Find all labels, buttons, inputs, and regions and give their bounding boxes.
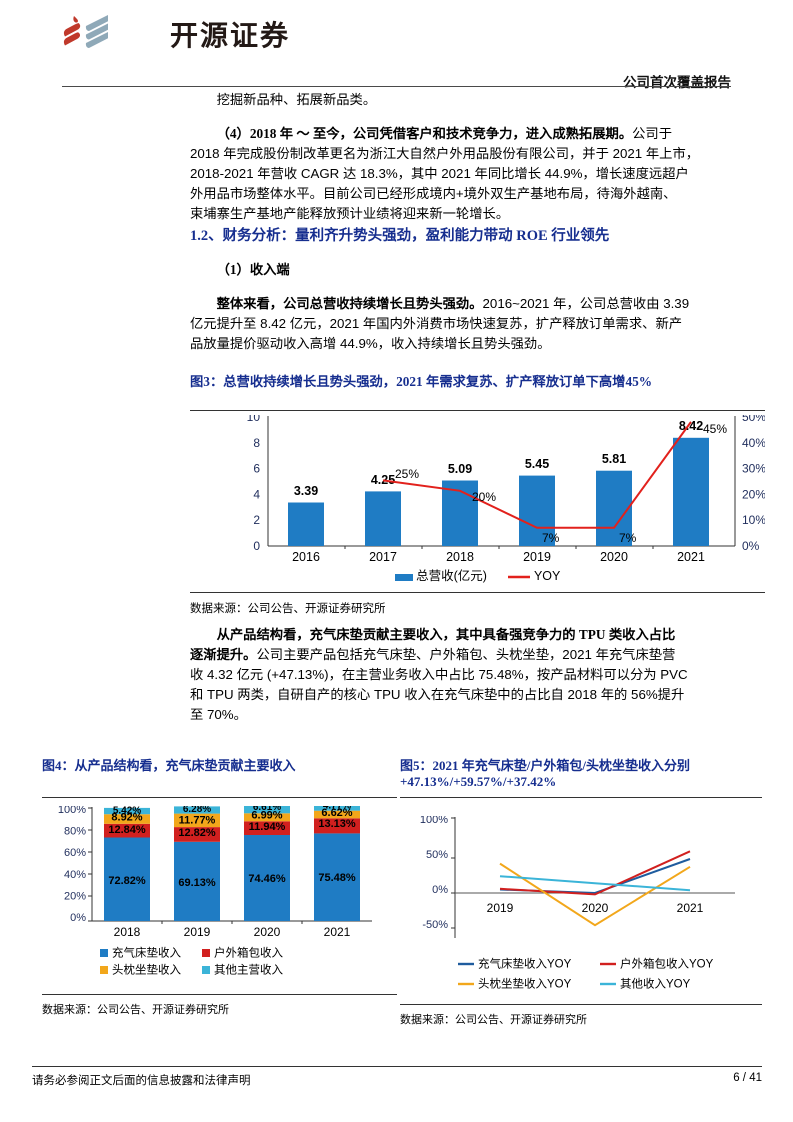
svg-text:2018: 2018 [446, 550, 474, 562]
svg-text:50%: 50% [426, 849, 448, 861]
svg-text:30%: 30% [742, 462, 765, 476]
svg-text:2: 2 [253, 513, 260, 527]
svg-text:2021: 2021 [677, 550, 705, 562]
svg-text:60%: 60% [64, 847, 86, 859]
svg-text:2021: 2021 [677, 901, 704, 915]
svg-text:其他收入YOY: 其他收入YOY [620, 977, 691, 991]
svg-text:8.42: 8.42 [679, 419, 703, 433]
svg-text:0%: 0% [742, 539, 760, 553]
svg-text:100%: 100% [420, 816, 448, 826]
svg-text:20%: 20% [742, 487, 765, 501]
svg-text:2019: 2019 [487, 901, 514, 915]
svg-text:25%: 25% [395, 467, 419, 481]
svg-text:11.94%: 11.94% [249, 821, 286, 833]
svg-text:2019: 2019 [184, 925, 211, 939]
svg-text:2020: 2020 [254, 925, 281, 939]
svg-text:充气床垫收入: 充气床垫收入 [112, 946, 181, 960]
svg-text:-50%: -50% [422, 919, 448, 931]
svg-text:2018: 2018 [114, 925, 141, 939]
svg-text:100%: 100% [58, 806, 86, 816]
svg-text:5.81: 5.81 [602, 452, 626, 466]
svg-text:0%: 0% [70, 912, 86, 924]
svg-text:10: 10 [247, 415, 261, 424]
svg-text:13.13%: 13.13% [318, 818, 356, 830]
svg-text:户外箱包收入YOY: 户外箱包收入YOY [620, 957, 714, 971]
svg-text:7%: 7% [619, 531, 637, 545]
svg-text:户外箱包收入: 户外箱包收入 [214, 946, 283, 960]
svg-text:2016: 2016 [292, 550, 320, 562]
svg-text:2020: 2020 [582, 901, 609, 915]
svg-text:72.82%: 72.82% [108, 875, 146, 887]
svg-text:50%: 50% [742, 415, 765, 424]
svg-text:充气床垫收入YOY: 充气床垫收入YOY [478, 957, 572, 971]
svg-text:10%: 10% [742, 513, 765, 527]
svg-text:74.46%: 74.46% [248, 873, 286, 885]
svg-text:8: 8 [253, 436, 260, 450]
svg-text:40%: 40% [64, 869, 86, 881]
svg-text:4.77%: 4.77% [323, 806, 351, 812]
svg-text:80%: 80% [64, 826, 86, 838]
svg-text:2020: 2020 [600, 550, 628, 562]
svg-text:5.09: 5.09 [448, 462, 472, 476]
svg-text:5.42%: 5.42% [113, 806, 141, 817]
svg-text:2021: 2021 [324, 925, 351, 939]
svg-text:2017: 2017 [369, 550, 397, 562]
svg-text:其他主营收入: 其他主营收入 [214, 963, 283, 977]
svg-text:0: 0 [253, 539, 260, 553]
svg-text:11.77%: 11.77% [179, 815, 216, 827]
svg-text:6.61%: 6.61% [253, 806, 281, 813]
svg-text:2019: 2019 [523, 550, 551, 562]
svg-text:头枕坐垫收入: 头枕坐垫收入 [112, 963, 181, 977]
svg-text:69.13%: 69.13% [178, 877, 216, 889]
svg-text:7%: 7% [542, 531, 560, 545]
svg-text:12.82%: 12.82% [178, 827, 216, 839]
svg-text:45%: 45% [703, 422, 727, 436]
svg-text:4.25: 4.25 [371, 473, 395, 487]
svg-text:20%: 20% [64, 890, 86, 902]
svg-text:头枕坐垫收入YOY: 头枕坐垫收入YOY [478, 977, 572, 991]
svg-text:4: 4 [253, 487, 260, 501]
svg-text:3.39: 3.39 [294, 484, 318, 498]
svg-text:0%: 0% [432, 884, 448, 896]
svg-text:12.84%: 12.84% [108, 824, 146, 836]
svg-text:20%: 20% [472, 490, 496, 504]
svg-text:75.48%: 75.48% [318, 872, 356, 884]
svg-text:6.28%: 6.28% [183, 806, 211, 815]
svg-text:5.45: 5.45 [525, 457, 549, 471]
svg-text:6: 6 [253, 462, 260, 476]
svg-text:40%: 40% [742, 436, 765, 450]
